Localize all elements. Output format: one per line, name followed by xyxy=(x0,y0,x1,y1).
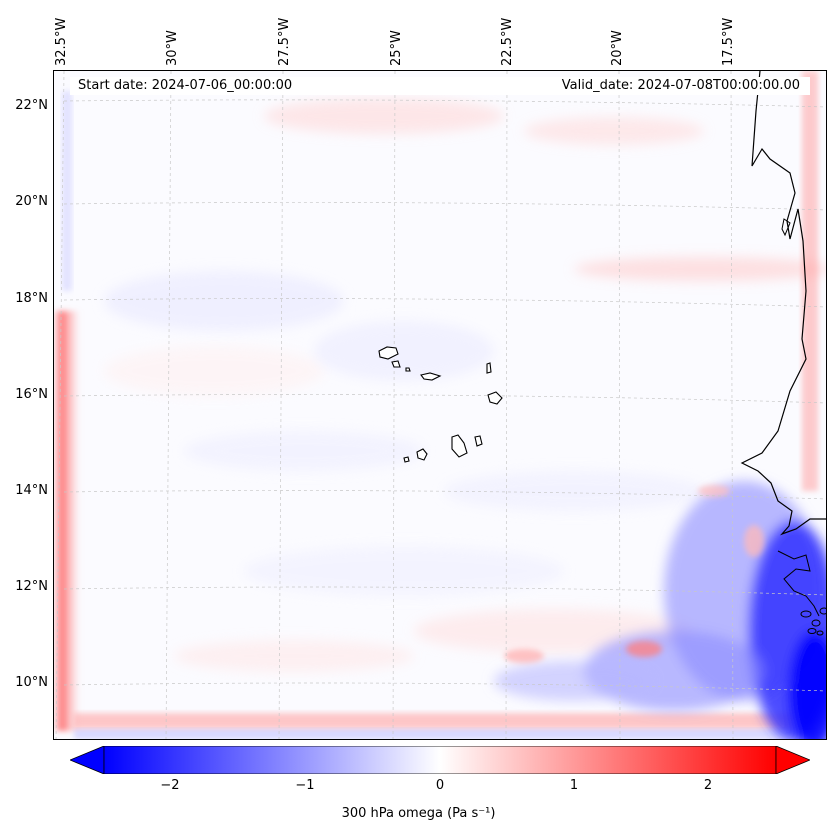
colorbar-tick-minus-1: −1 xyxy=(295,778,315,793)
omega-field xyxy=(54,71,826,739)
colorbar-label: 300 hPa omega (Pa s⁻¹) xyxy=(341,806,496,821)
colorbar-tick-0: 0 xyxy=(435,778,445,793)
lat-label-16n: 16°N xyxy=(15,387,48,402)
south-edge-negative xyxy=(74,729,814,739)
island-santiago xyxy=(451,434,468,458)
south-edge-positive xyxy=(74,713,794,729)
lon-label-20w: 20°W xyxy=(610,30,625,66)
west-edge-top xyxy=(62,91,72,291)
coastline-africa xyxy=(740,71,826,536)
colorbar-extend-min xyxy=(68,745,105,775)
header-background xyxy=(70,77,810,95)
island-sal xyxy=(486,362,492,374)
lon-label-22-5w: 22.5°W xyxy=(500,17,515,66)
colorbar-tick-minus-2: −2 xyxy=(160,778,180,793)
lon-label-32-5w: 32.5°W xyxy=(54,17,69,66)
positive-streaks-southeast xyxy=(504,485,764,663)
lon-label-27-5w: 27.5°W xyxy=(277,17,292,66)
island-fogo xyxy=(416,448,428,461)
lat-label-14n: 14°N xyxy=(15,483,48,498)
colorbar-body xyxy=(103,745,777,775)
island-boa-vista xyxy=(487,391,503,405)
map-panel[interactable] xyxy=(53,70,827,740)
island-sao-vicente xyxy=(391,360,401,368)
graticule xyxy=(55,71,826,739)
coastline-gambia xyxy=(777,550,820,617)
faint-negative-areas xyxy=(104,271,704,596)
island-sao-nicolau xyxy=(420,372,442,381)
west-edge-positive xyxy=(54,311,80,731)
strong-negative-region xyxy=(494,481,826,739)
colorbar xyxy=(68,745,812,777)
lon-label-17-5w: 17.5°W xyxy=(721,17,736,66)
lat-label-20n: 20°N xyxy=(15,194,48,209)
colorbar-tick-1: 1 xyxy=(569,778,579,793)
island-maio xyxy=(474,435,483,447)
valid-date-label: Valid_date: 2024-07-08T00:00:00.00 xyxy=(561,78,800,93)
lat-label-22n: 22°N xyxy=(15,98,48,113)
cape-verde-islands xyxy=(378,346,503,463)
lon-label-25w: 25°W xyxy=(389,30,404,66)
island-santa-luzia xyxy=(405,367,411,372)
colorbar-tick-2: 2 xyxy=(703,778,713,793)
start-date-label: Start date: 2024-07-06_00:00:00 xyxy=(78,78,293,93)
coastline-gulf xyxy=(781,218,791,237)
lat-label-18n: 18°N xyxy=(15,291,48,306)
lat-label-10n: 10°N xyxy=(15,675,48,690)
colorbar-extend-max xyxy=(775,745,812,775)
lat-label-12n: 12°N xyxy=(15,579,48,594)
east-edge-positive xyxy=(802,71,818,491)
island-santo-antao xyxy=(378,346,399,360)
lon-label-30w: 30°W xyxy=(165,30,180,66)
coastline-bijagos xyxy=(800,607,826,636)
island-brava xyxy=(403,456,410,463)
